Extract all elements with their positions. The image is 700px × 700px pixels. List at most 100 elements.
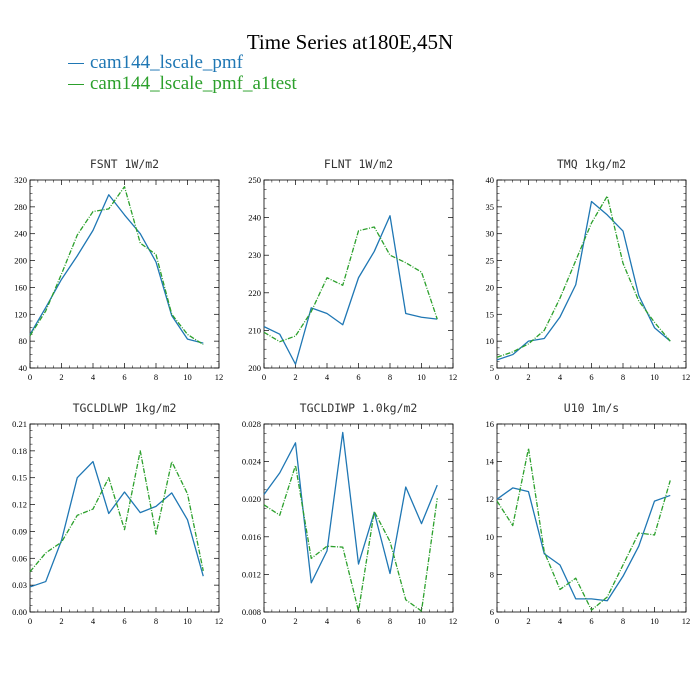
chart-panel-3: TMQ 1kg/m2 0 2 4 6 8 10 12 5 10 15 20 25 30 35 40 [486,157,691,382]
x-tick-label: 12 [682,372,691,382]
x-tick-label: 0 [28,616,32,626]
x-tick-label: 2 [293,616,297,626]
y-tick-label: 0.012 [242,569,261,579]
y-tick-label: 40 [19,363,28,373]
legend-line-series-1 [68,63,84,65]
x-tick-label: 6 [122,616,126,626]
series-line-2 [263,464,438,612]
chart-panel-5: TGCLDIWP 1.0kg/m2 0 2 4 6 8 10 12 0.008 0.012 0.01… [242,401,457,626]
x-tick-label: 0 [262,616,266,626]
y-tick-label: 0.00 [12,607,27,617]
y-tick-label: 5 [490,363,494,373]
y-tick-label: 280 [14,202,27,212]
series-line-1 [496,200,671,361]
legend-entry-series-2: cam144_lscale_pmf_a1test [68,73,297,95]
x-tick-label: 2 [59,616,63,626]
x-tick-label: 2 [59,372,63,382]
y-tick-label: 120 [14,309,27,319]
y-tick-label: 0.12 [12,500,27,510]
chart-title: FLNT 1W/m2 [324,157,393,171]
y-tick-label: 0.028 [242,419,261,429]
series-line-1 [496,487,671,602]
y-tick-label: 35 [486,202,495,212]
y-tick-label: 8 [490,569,494,579]
y-tick-label: 40 [486,175,495,185]
y-tick-label: 12 [486,494,495,504]
x-tick-label: 12 [682,616,691,626]
y-tick-label: 30 [486,229,495,239]
series-line-1 [29,194,204,344]
x-tick-label: 6 [589,372,593,382]
y-tick-label: 16 [486,419,495,429]
y-tick-label: 0.03 [12,580,27,590]
chart-panel-1: FSNT 1W/m2 0 2 4 6 8 10 12 40 80 120 160 200 240 280 32… [14,157,223,382]
y-tick-label: 230 [248,250,261,260]
x-tick-label: 0 [262,372,266,382]
plot-frame [496,423,687,613]
y-tick-label: 240 [14,229,27,239]
chart-title: U10 1m/s [564,401,619,415]
plot-frame [29,423,220,613]
plot-frame [263,179,454,369]
figure-title: Time Series at180E,45N [246,30,454,54]
chart-panel-2: FLNT 1W/m2 0 2 4 6 8 10 12 200 210 220 230 240 250 [248,157,457,382]
y-tick-label: 250 [248,175,261,185]
x-tick-label: 2 [293,372,297,382]
x-tick-label: 4 [558,372,563,382]
series-line-2 [263,226,438,343]
legend-entry-series-1: cam144_lscale_pmf [68,52,243,74]
chart-title: TGCLDIWP 1.0kg/m2 [300,401,418,415]
y-tick-label: 10 [486,336,495,346]
x-tick-label: 10 [183,616,192,626]
x-tick-label: 12 [449,616,458,626]
y-tick-label: 0.024 [242,457,262,467]
y-tick-label: 200 [248,363,261,373]
x-tick-label: 0 [495,372,499,382]
y-tick-label: 20 [486,282,495,292]
x-tick-label: 8 [154,372,158,382]
x-tick-label: 0 [495,616,499,626]
y-tick-label: 0.09 [12,526,27,536]
chart-title: TGCLDLWP 1kg/m2 [73,401,177,415]
series-line-1 [263,215,438,365]
y-tick-label: 0.06 [12,553,27,563]
x-tick-label: 4 [91,372,96,382]
x-tick-label: 10 [650,372,659,382]
series-line-2 [496,447,671,611]
x-tick-label: 8 [621,616,625,626]
x-tick-label: 12 [449,372,458,382]
y-tick-label: 15 [486,309,495,319]
x-tick-label: 10 [650,616,659,626]
x-tick-label: 4 [558,616,563,626]
y-tick-label: 0.020 [242,494,261,504]
x-tick-label: 12 [215,616,224,626]
series-line-2 [29,186,204,346]
x-tick-label: 4 [91,616,96,626]
plot-frame [263,423,454,613]
y-tick-label: 320 [14,175,27,185]
chart-title: TMQ 1kg/m2 [557,157,626,171]
x-tick-label: 4 [325,616,330,626]
series-line-2 [29,450,204,573]
y-tick-label: 0.21 [12,419,27,429]
chart-panel-6: U10 1m/s 0 2 4 6 8 10 12 6 8 10 12 14 16 [486,401,691,626]
legend-label-series-2: cam144_lscale_pmf_a1test [90,73,297,94]
y-tick-label: 0.008 [242,607,261,617]
y-tick-label: 0.15 [12,473,27,483]
y-tick-label: 80 [19,336,28,346]
y-tick-label: 14 [486,457,495,467]
x-tick-label: 6 [356,616,360,626]
x-tick-label: 6 [356,372,360,382]
x-tick-label: 2 [526,372,530,382]
legend-label-series-1: cam144_lscale_pmf [90,52,244,73]
x-tick-label: 6 [122,372,126,382]
y-tick-label: 25 [486,256,495,266]
x-tick-label: 8 [388,372,392,382]
x-tick-label: 8 [621,372,625,382]
x-tick-label: 8 [154,616,158,626]
y-tick-label: 6 [490,607,494,617]
series-line-2 [496,195,671,358]
x-tick-label: 12 [215,372,224,382]
x-tick-label: 10 [417,616,426,626]
